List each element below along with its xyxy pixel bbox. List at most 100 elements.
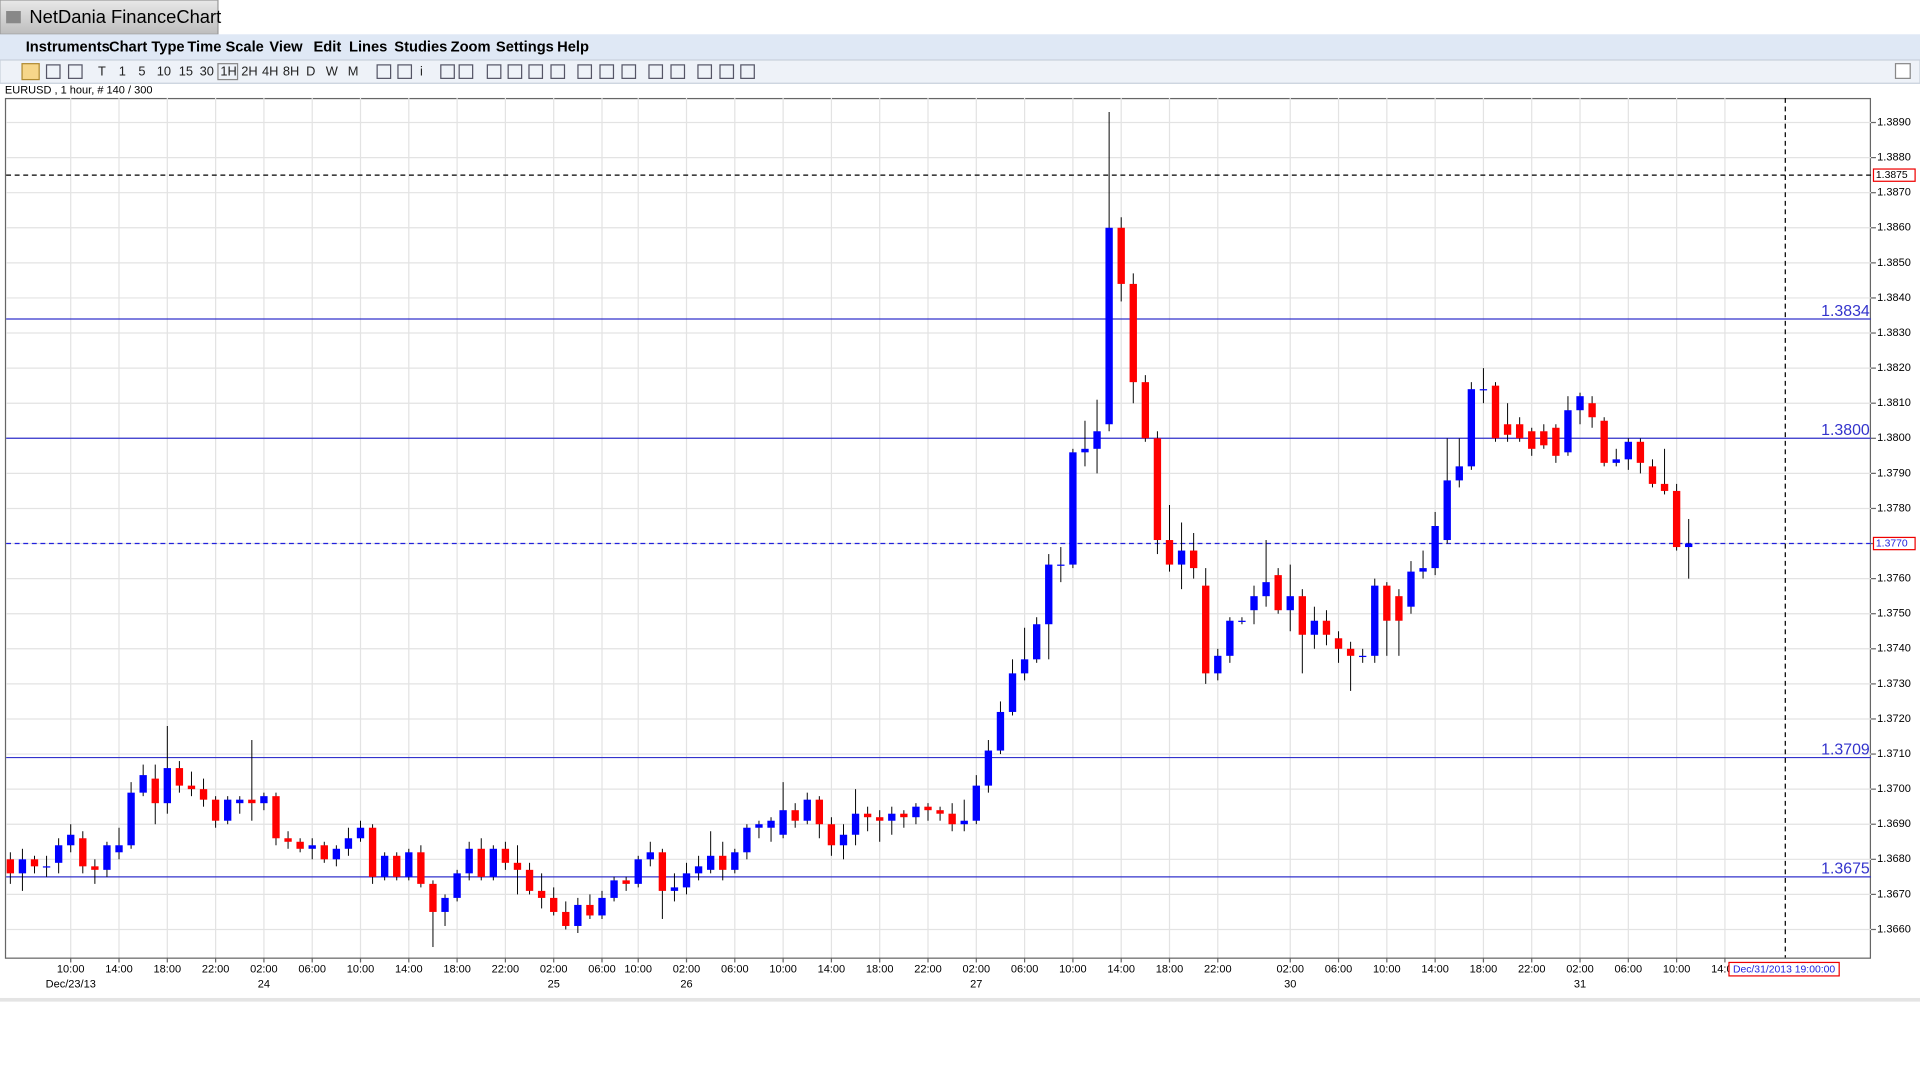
candle-body: [1383, 585, 1391, 621]
tool-button[interactable]: i: [420, 64, 423, 79]
x-tick-label: 10:00: [769, 964, 797, 976]
x-tick-label: 10:00: [624, 964, 652, 976]
tool-button[interactable]: 2H: [241, 64, 257, 79]
x-tick-label: 06:00: [1325, 964, 1353, 976]
x-tick-label: 06:00: [721, 964, 749, 976]
price-label: 1.3770: [1876, 538, 1908, 549]
level-label: 1.3675: [1821, 861, 1870, 878]
candle-body: [1624, 441, 1632, 460]
menu-item[interactable]: Lines: [349, 40, 387, 56]
menu-item[interactable]: Zoom: [451, 40, 491, 56]
tool-icon[interactable]: [670, 64, 686, 79]
y-tick-label: 1.3760: [1877, 573, 1911, 585]
candle-body: [658, 852, 667, 891]
candle-body: [187, 785, 196, 790]
candle-body: [477, 848, 485, 877]
tool-icon[interactable]: [599, 64, 615, 79]
tool-icon[interactable]: [21, 63, 40, 81]
candle-body: [501, 848, 510, 863]
candle-body: [1153, 438, 1162, 541]
x-tick-label: 06:00: [588, 964, 616, 976]
candle-body: [1033, 624, 1041, 660]
candle-body: [151, 778, 159, 804]
candle-body: [224, 799, 232, 821]
candle-body: [1322, 620, 1331, 635]
candle-body: [888, 813, 896, 821]
menu-item[interactable]: Help: [557, 40, 589, 56]
tool-icon[interactable]: [621, 64, 637, 79]
tool-button[interactable]: 30: [200, 64, 214, 79]
tool-button[interactable]: 10: [157, 64, 171, 79]
candle-body: [1129, 283, 1137, 383]
candle-body: [1455, 466, 1463, 481]
x-date-label: 26: [680, 978, 692, 990]
tool-icon[interactable]: [719, 64, 735, 79]
tool-button[interactable]: 4H: [262, 64, 278, 79]
candle-body: [996, 711, 1005, 751]
tool-button[interactable]: W: [326, 64, 339, 79]
tool-icon[interactable]: [507, 64, 523, 79]
tool-button[interactable]: T: [98, 64, 106, 79]
candle-body: [622, 880, 630, 884]
title-tab: [0, 0, 219, 35]
tool-icon[interactable]: [67, 64, 83, 79]
tool-icon[interactable]: [486, 64, 502, 79]
x-tick-label: 22:00: [1204, 964, 1232, 976]
candle-body: [1443, 480, 1451, 541]
candle-body: [1346, 648, 1355, 656]
candle-body: [598, 897, 606, 916]
y-tick-label: 1.3840: [1877, 292, 1911, 304]
candle-body: [719, 855, 727, 870]
x-tick-label: 18:00: [866, 964, 894, 976]
tool-button[interactable]: 1: [119, 64, 126, 79]
tool-icon[interactable]: [528, 64, 544, 79]
menu-item[interactable]: View: [269, 40, 303, 56]
x-tick-label: 22:00: [914, 964, 942, 976]
tool-button[interactable]: M: [348, 64, 359, 79]
candle-body: [368, 827, 377, 877]
y-tick-label: 1.3700: [1877, 783, 1911, 795]
tool-icon[interactable]: [577, 64, 593, 79]
tool-button[interactable]: D: [306, 64, 315, 79]
menu-item[interactable]: Instruments: [26, 40, 110, 56]
y-tick-label: 1.3890: [1877, 116, 1911, 128]
x-tick-label: 22:00: [1518, 964, 1546, 976]
tool-icon[interactable]: [45, 64, 61, 79]
menu-item[interactable]: Settings: [496, 40, 554, 56]
tool-icon[interactable]: [397, 64, 413, 79]
menu-item[interactable]: Studies: [394, 40, 447, 56]
tool-icon[interactable]: [440, 64, 455, 79]
x-tick-label: 06:00: [1615, 964, 1643, 976]
tool-button[interactable]: 1H: [220, 64, 236, 79]
tool-icon[interactable]: [458, 64, 474, 79]
x-date-label: 31: [1574, 978, 1586, 990]
menu-item[interactable]: Time Scale: [187, 40, 263, 56]
tool-icon[interactable]: [740, 64, 755, 79]
symbol-info: EURUSD , 1 hour, # 140 / 300: [5, 85, 153, 97]
tool-icon[interactable]: [697, 64, 713, 79]
tool-icon[interactable]: [550, 64, 566, 79]
app-icon: [6, 11, 21, 24]
menu-item[interactable]: Edit: [313, 40, 341, 56]
y-tick-label: 1.3720: [1877, 713, 1911, 725]
y-tick-label: 1.3860: [1877, 222, 1911, 234]
candle-body: [1552, 427, 1560, 456]
candle-body: [1286, 596, 1294, 611]
menu-item[interactable]: Chart Type: [109, 40, 185, 56]
tool-button[interactable]: 5: [138, 64, 145, 79]
candle-body: [1515, 424, 1524, 439]
tool-icon[interactable]: [648, 64, 664, 79]
candle-body: [139, 775, 147, 793]
candle-body: [1274, 575, 1282, 611]
candle-body: [453, 873, 461, 898]
tool-button[interactable]: 15: [179, 64, 193, 79]
y-tick-label: 1.3730: [1877, 678, 1911, 690]
candle-body: [803, 799, 811, 821]
tool-button[interactable]: 8H: [283, 64, 299, 79]
candle-body: [115, 845, 123, 853]
x-date-label: 25: [548, 978, 560, 990]
tool-icon[interactable]: [376, 64, 392, 79]
candle-body: [525, 869, 534, 891]
corner-button[interactable]: [1894, 63, 1911, 79]
candle-body: [429, 883, 437, 912]
